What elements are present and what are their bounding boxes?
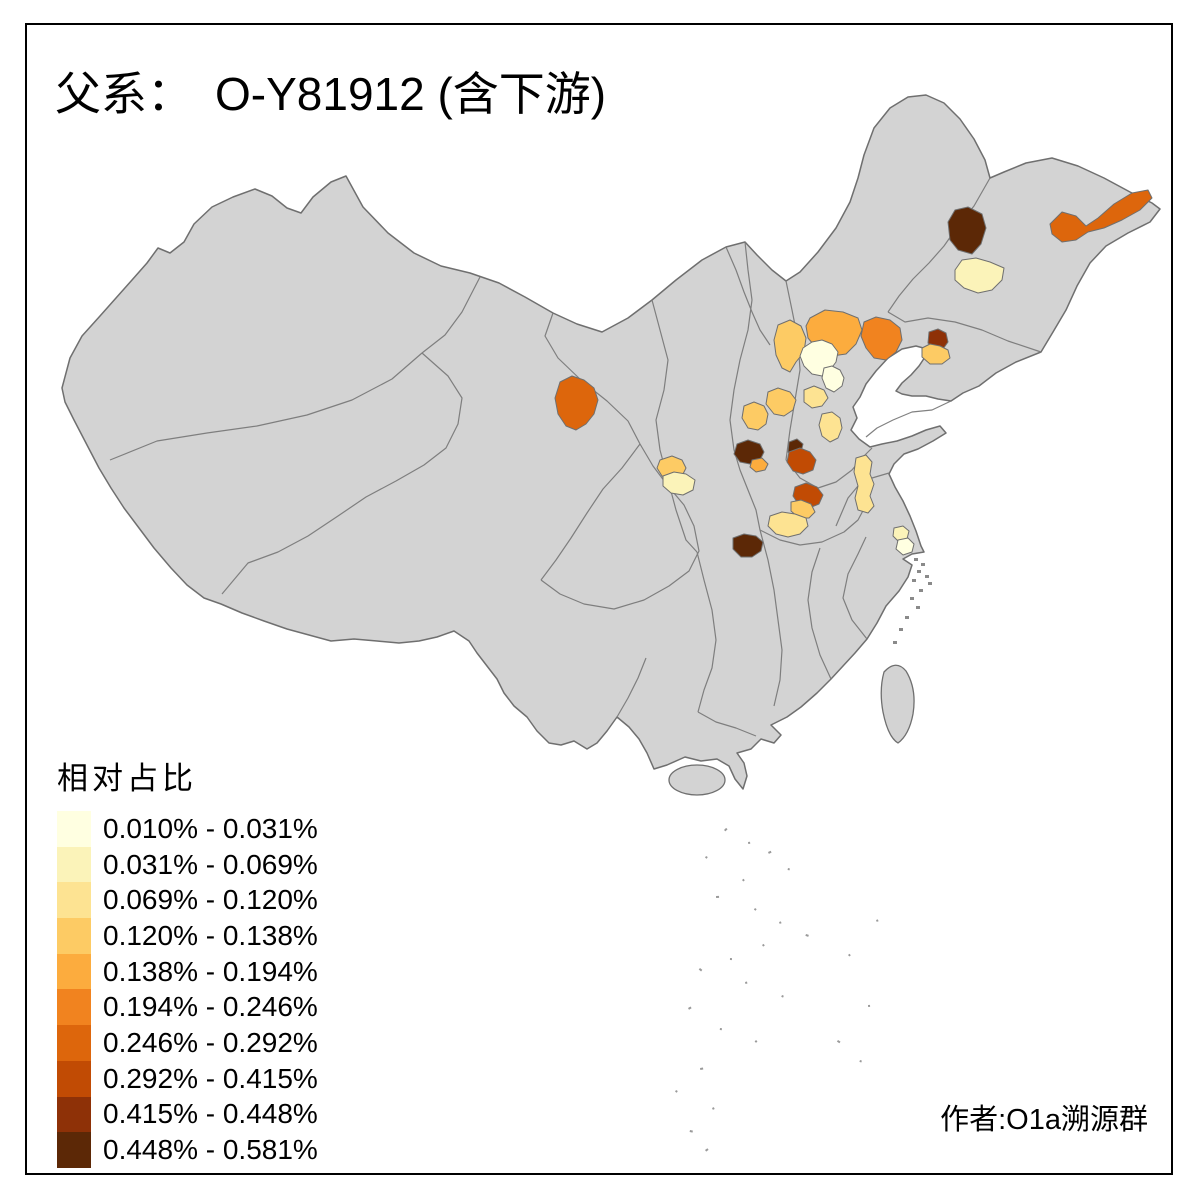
legend-row: 0.069% - 0.120% xyxy=(57,882,318,919)
legend-title: 相对占比 xyxy=(57,761,197,797)
choropleth-region xyxy=(818,411,843,443)
author-credit: 作者:O1a溯源群 xyxy=(940,1096,1148,1138)
choropleth-region xyxy=(765,387,797,417)
legend-swatch xyxy=(57,953,91,990)
legend-label: 0.031% - 0.069% xyxy=(103,848,318,880)
choropleth-region xyxy=(947,206,987,255)
choropleth-region xyxy=(773,319,807,373)
choropleth-region xyxy=(853,454,875,514)
legend-swatch xyxy=(57,1060,91,1097)
choropleth-regions xyxy=(554,189,1153,558)
legend: 相对占比 0.010% - 0.031% 0.031% - 0.069% 0.069… xyxy=(57,753,318,1168)
choropleth-region xyxy=(749,457,769,473)
legend-swatch xyxy=(57,989,91,1026)
plot-frame xyxy=(25,23,1173,1175)
legend-label: 0.138% - 0.194% xyxy=(103,955,318,987)
mainland-outline xyxy=(61,94,1161,790)
legend-swatch xyxy=(57,918,91,954)
choropleth-region xyxy=(786,447,817,475)
legend-swatch xyxy=(57,882,91,919)
choropleth-region xyxy=(741,401,769,431)
choropleth-region xyxy=(860,316,903,361)
choropleth-region xyxy=(954,257,1005,294)
legend-swatch xyxy=(57,1025,91,1061)
legend-label: 0.415% - 0.448% xyxy=(103,1098,318,1130)
legend-swatch xyxy=(57,811,91,847)
legend-row: 0.292% - 0.415% xyxy=(57,1060,318,1097)
hainan-island xyxy=(668,764,726,796)
taiwan-island xyxy=(880,664,915,744)
legend-label: 0.292% - 0.415% xyxy=(103,1062,318,1094)
legend-row: 0.246% - 0.292% xyxy=(57,1025,318,1061)
legend-row: 0.194% - 0.246% xyxy=(57,989,318,1026)
choropleth-region xyxy=(554,375,599,431)
legend-label: 0.448% - 0.581% xyxy=(103,1134,318,1166)
south-china-sea-islets xyxy=(675,827,879,1152)
legend-swatch xyxy=(57,1132,91,1168)
choropleth-region xyxy=(662,471,696,496)
legend-rows: 0.010% - 0.031% 0.031% - 0.069% 0.069% - 0… xyxy=(57,811,318,1168)
map-title: 父系： O-Y81912 (含下游) xyxy=(55,58,606,124)
legend-row: 0.010% - 0.031% xyxy=(57,811,318,847)
coastal-islets xyxy=(893,558,932,644)
legend-label: 0.010% - 0.031% xyxy=(103,812,318,844)
choropleth-region xyxy=(921,343,951,365)
legend-row: 0.415% - 0.448% xyxy=(57,1096,318,1133)
choropleth-region xyxy=(790,499,816,519)
author-credit-text: 作者:O1a溯源群 xyxy=(940,1104,1148,1136)
title-prefix: 父系： xyxy=(55,67,193,121)
legend-label: 0.069% - 0.120% xyxy=(103,884,318,916)
choropleth-region xyxy=(803,385,829,409)
legend-row: 0.120% - 0.138% xyxy=(57,918,318,954)
choropleth-region xyxy=(767,511,809,538)
legend-label: 0.194% - 0.246% xyxy=(103,991,318,1023)
legend-label: 0.246% - 0.292% xyxy=(103,1026,318,1058)
choropleth-region xyxy=(732,533,764,558)
legend-row: 0.138% - 0.194% xyxy=(57,953,318,990)
legend-swatch xyxy=(57,1096,91,1133)
legend-row: 0.031% - 0.069% xyxy=(57,846,318,883)
choropleth-region xyxy=(895,537,915,556)
legend-label: 0.120% - 0.138% xyxy=(103,919,318,951)
choropleth-region xyxy=(821,365,845,393)
choropleth-region xyxy=(1049,189,1153,243)
legend-row: 0.448% - 0.581% xyxy=(57,1132,318,1168)
title-haplogroup: O-Y81912 (含下游) xyxy=(215,68,607,120)
legend-swatch xyxy=(57,846,91,883)
